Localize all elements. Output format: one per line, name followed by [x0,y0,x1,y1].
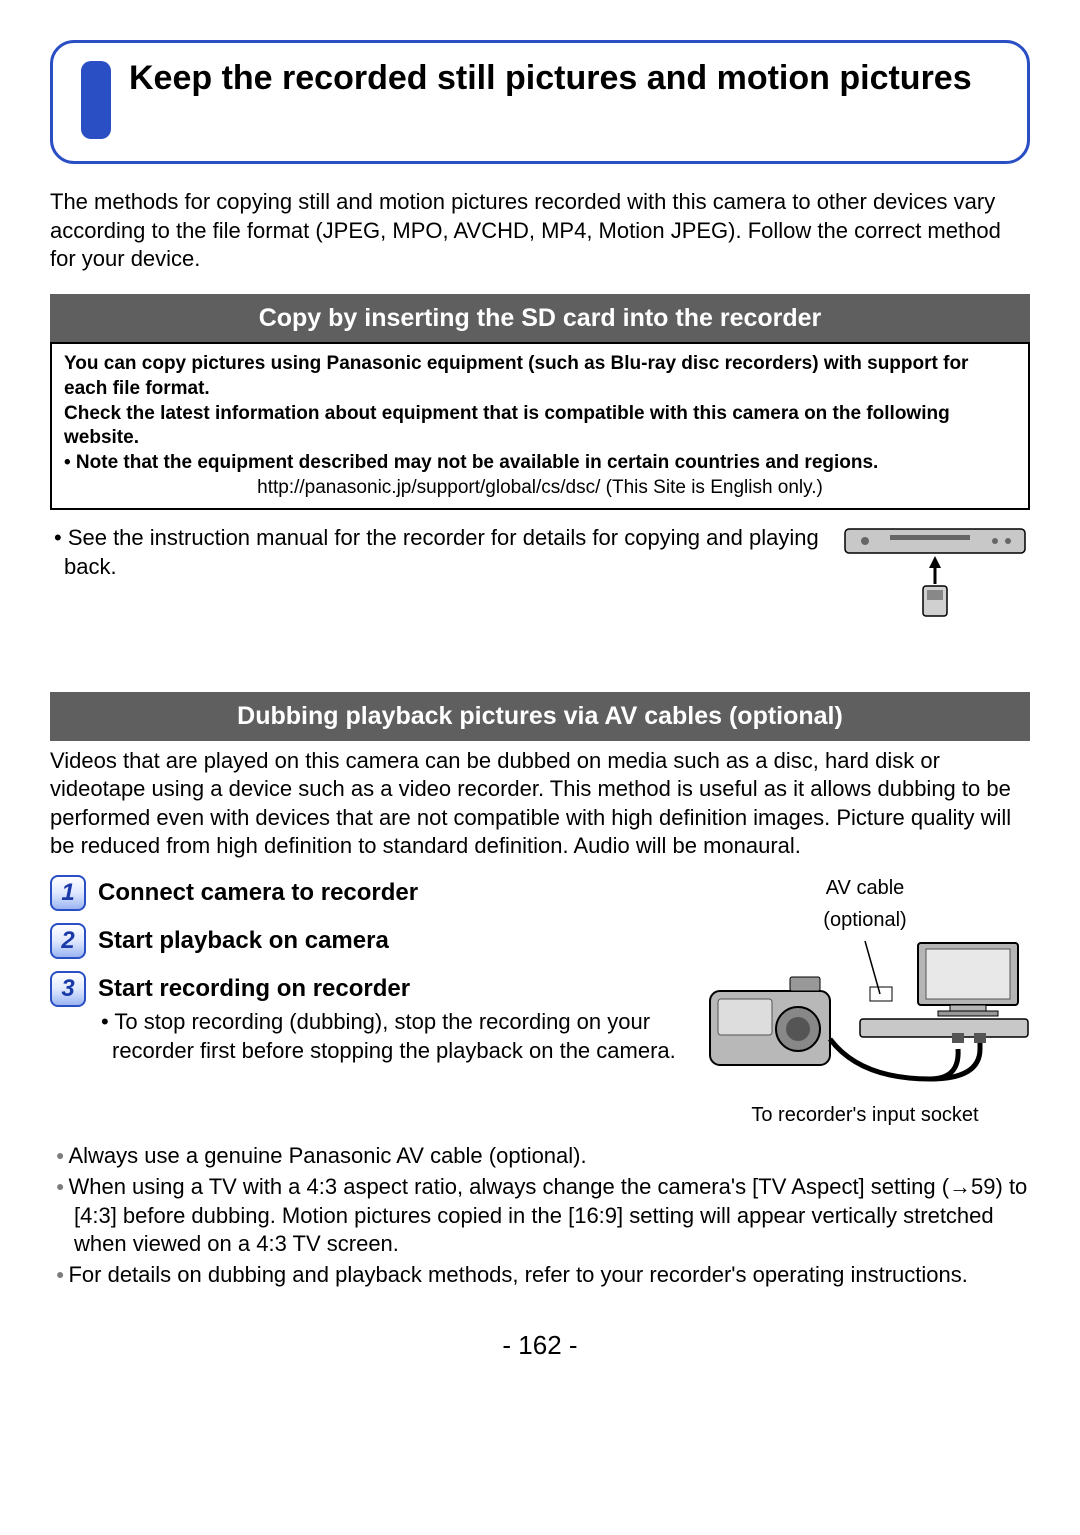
info-bullet: • Note that the equipment described may … [64,451,1016,476]
notes-list: Always use a genuine Panasonic AV cable … [50,1142,1030,1289]
recorder-figure [840,524,1030,642]
intro-text: The methods for copying still and motion… [50,188,1030,274]
recorder-icon [840,524,1030,634]
note-1: Always use a genuine Panasonic AV cable … [50,1142,1030,1171]
av-cable-label2: (optional) [700,907,1030,933]
section1-info-box: You can copy pictures using Panasonic eq… [50,342,1030,510]
info-line2: Check the latest information about equip… [64,402,1016,451]
diagram-column: AV cable (optional) To recor [700,875,1030,1129]
step-3: 3 Start recording on recorder • To stop … [50,971,680,1065]
section2-heading: Dubbing playback pictures via AV cables … [50,692,1030,741]
page-title-box: Keep the recorded still pictures and mot… [50,40,1030,164]
note-3: For details on dubbing and playback meth… [50,1261,1030,1290]
section1-note: • See the instruction manual for the rec… [50,524,820,581]
section2-desc: Videos that are played on this camera ca… [50,747,1030,861]
av-cable-label1: AV cable [700,875,1030,901]
info-url: http://panasonic.jp/support/global/cs/ds… [64,476,1016,501]
title-accent-tab [81,61,111,139]
connection-diagram-icon [700,939,1030,1089]
page-title: Keep the recorded still pictures and mot… [129,59,972,98]
step-1-title: Connect camera to recorder [98,877,680,908]
steps-row: 1 Connect camera to recorder 2 Start pla… [50,875,1030,1129]
step-3-number: 3 [50,971,86,1007]
section1-heading: Copy by inserting the SD card into the r… [50,294,1030,343]
step-3-sub: • To stop recording (dubbing), stop the … [98,1008,680,1065]
step-1: 1 Connect camera to recorder [50,875,680,911]
step-2-number: 2 [50,923,86,959]
info-line1: You can copy pictures using Panasonic eq… [64,352,1016,401]
step-1-number: 1 [50,875,86,911]
step-3-title: Start recording on recorder [98,973,680,1004]
socket-label: To recorder's input socket [700,1102,1030,1128]
step-2: 2 Start playback on camera [50,923,680,959]
note-2: When using a TV with a 4:3 aspect ratio,… [50,1173,1030,1259]
section1-note-row: • See the instruction manual for the rec… [50,524,1030,642]
page-number: - 162 - [50,1329,1030,1363]
step-2-title: Start playback on camera [98,925,680,956]
steps-column: 1 Connect camera to recorder 2 Start pla… [50,875,680,1077]
